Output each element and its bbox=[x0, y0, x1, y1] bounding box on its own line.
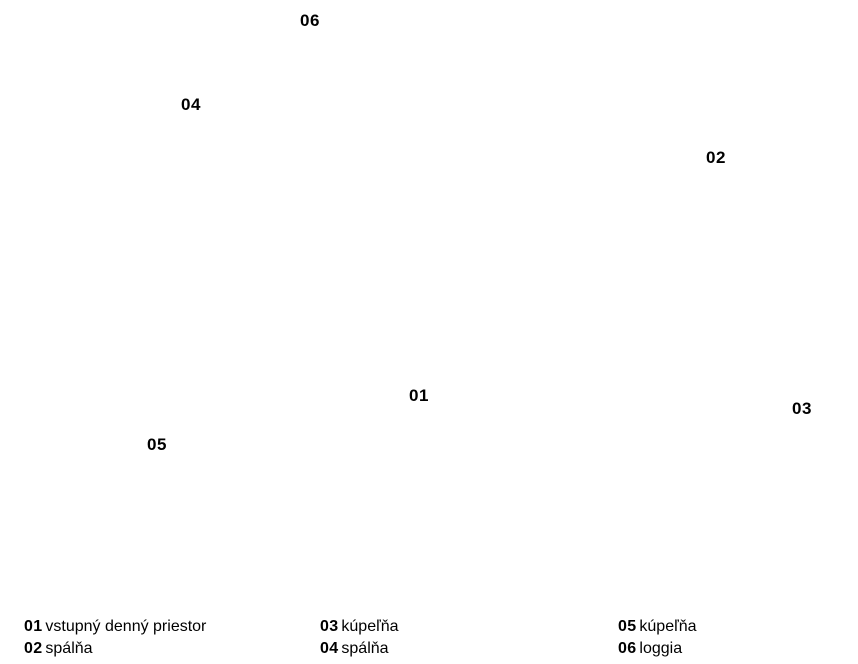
legend-number: 01 bbox=[24, 618, 43, 635]
legend-name: kúpeľňa bbox=[341, 618, 399, 635]
legend-item-02: 02 spálňa bbox=[24, 638, 206, 660]
legend-number: 03 bbox=[320, 618, 339, 635]
room-label-05: 05 bbox=[147, 435, 167, 454]
room-label-04: 04 bbox=[181, 95, 201, 114]
room-label-03: 03 bbox=[792, 399, 812, 418]
legend-column-3: 05 kúpeľňa 06 loggia bbox=[618, 616, 697, 660]
legend-item-05: 05 kúpeľňa bbox=[618, 616, 697, 638]
legend-number: 05 bbox=[618, 618, 637, 635]
room-label-02: 02 bbox=[706, 148, 726, 167]
legend-name: loggia bbox=[639, 640, 683, 657]
legend-name: spálňa bbox=[45, 640, 93, 657]
legend-item-03: 03 kúpeľňa bbox=[320, 616, 399, 638]
legend-item-04: 04 spálňa bbox=[320, 638, 399, 660]
legend-number: 04 bbox=[320, 640, 339, 657]
legend-number: 06 bbox=[618, 640, 637, 657]
legend-number: 02 bbox=[24, 640, 43, 657]
floor-plan: 06 04 02 01 03 05 bbox=[147, 11, 812, 454]
legend-column-2: 03 kúpeľňa 04 spálňa bbox=[320, 616, 399, 660]
legend-column-1: 01 vstupný denný priestor 02 spálňa bbox=[24, 616, 206, 660]
legend-name: kúpeľňa bbox=[639, 618, 697, 635]
legend-name: spálňa bbox=[341, 640, 389, 657]
legend-item-06: 06 loggia bbox=[618, 638, 697, 660]
room-label-06: 06 bbox=[300, 11, 320, 30]
room-label-01: 01 bbox=[409, 386, 429, 405]
room-legend: 01 vstupný denný priestor 02 spálňa 03 kúpe… bbox=[24, 616, 844, 660]
legend-name: vstupný denný priestor bbox=[45, 618, 207, 635]
legend-item-01: 01 vstupný denný priestor bbox=[24, 616, 206, 638]
